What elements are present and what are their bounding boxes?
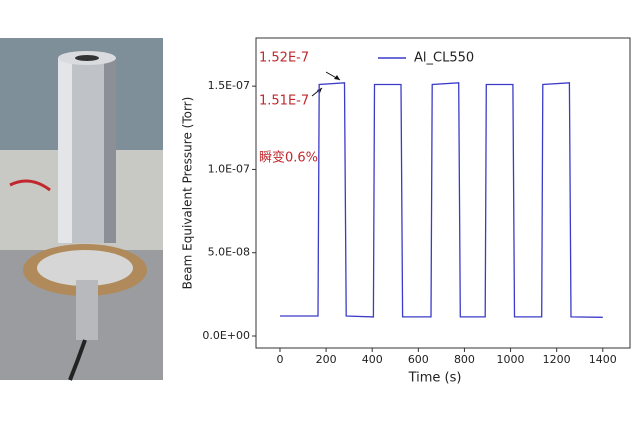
x-axis-label: Time (s) xyxy=(408,371,462,386)
x-tick-label: 600 xyxy=(408,353,429,366)
annotation: 1.52E-7 xyxy=(259,51,309,66)
x-tick-label: 1000 xyxy=(497,353,525,366)
x-tick-label: 400 xyxy=(362,353,383,366)
x-tick-label: 200 xyxy=(316,353,337,366)
y-tick-label: 5.0E-08 xyxy=(208,246,250,259)
x-tick-label: 1200 xyxy=(543,353,571,366)
x-tick-label: 1400 xyxy=(589,353,617,366)
data-line xyxy=(280,82,603,318)
y-tick-label: 1.5E-07 xyxy=(208,79,250,92)
y-axis-label: Beam Equivalent Pressure (Torr) xyxy=(181,97,195,290)
annotation: 瞬变0.6% xyxy=(259,150,318,166)
x-tick-label: 0 xyxy=(276,353,283,366)
photo xyxy=(0,38,163,381)
x-tick-label: 800 xyxy=(454,353,475,366)
plot-frame xyxy=(255,37,631,349)
annotation: 1.51E-7 xyxy=(259,94,309,109)
y-tick-label: 0.0E+00 xyxy=(202,329,250,342)
y-tick-label: 1.0E-07 xyxy=(208,162,250,175)
legend-label: Al_CL550 xyxy=(414,51,474,66)
